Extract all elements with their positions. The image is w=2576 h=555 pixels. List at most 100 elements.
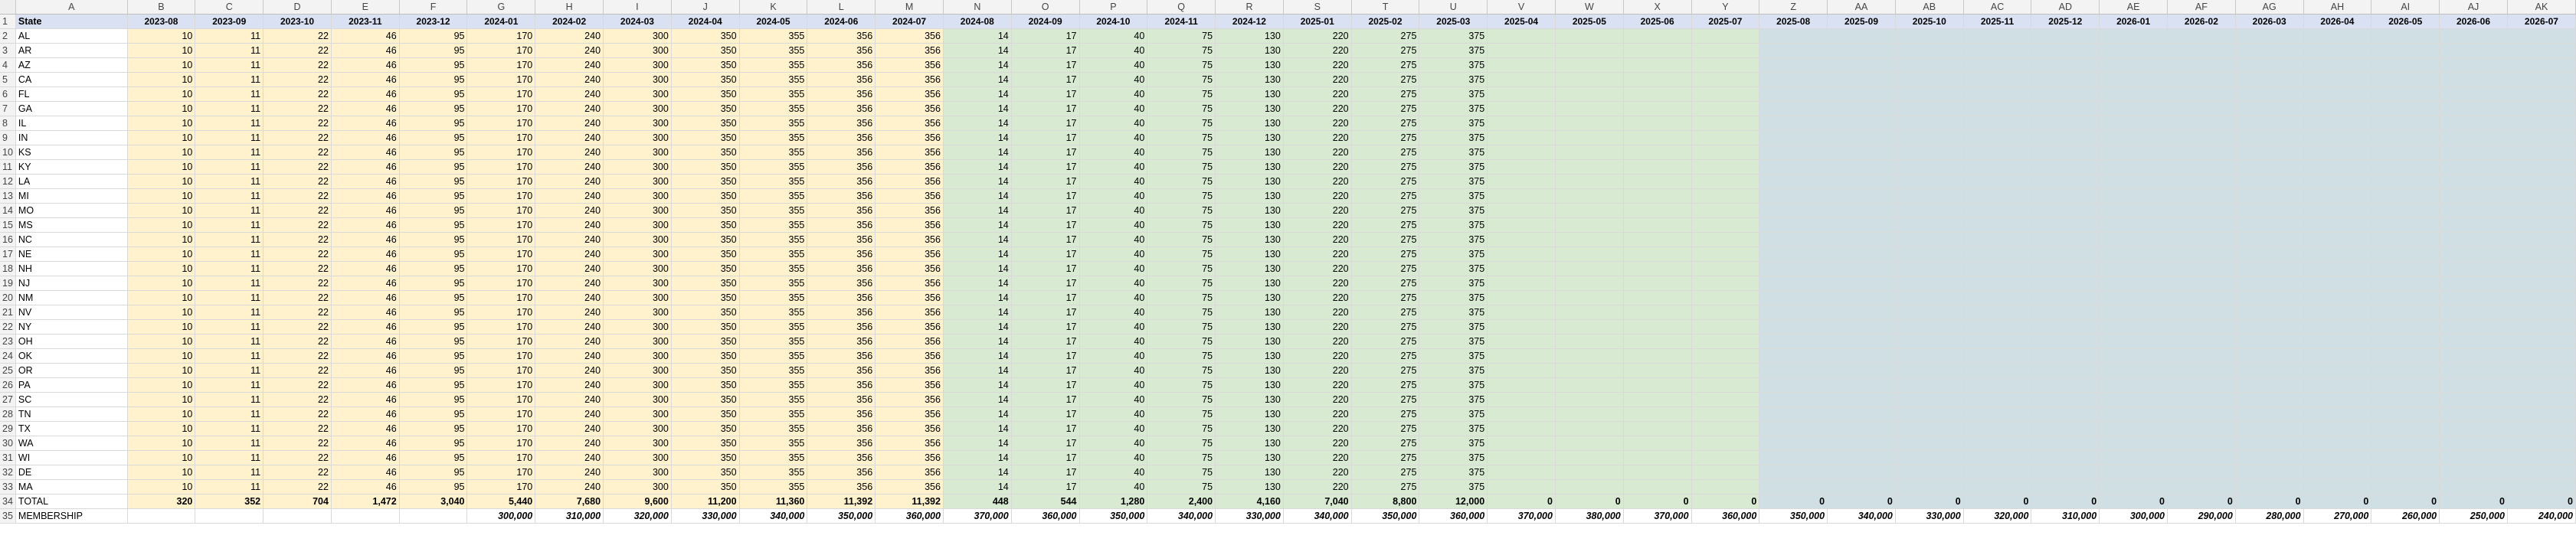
value-cell[interactable]: 240 <box>535 116 604 132</box>
value-cell[interactable]: 356 <box>807 377 876 393</box>
value-cell[interactable]: 95 <box>399 28 468 44</box>
value-cell[interactable]: 46 <box>331 421 400 437</box>
value-cell[interactable]: 95 <box>399 276 468 292</box>
value-cell[interactable] <box>2235 421 2304 437</box>
value-cell[interactable] <box>1895 276 1964 292</box>
value-cell[interactable]: 356 <box>875 276 944 292</box>
value-cell[interactable] <box>2099 436 2168 452</box>
state-cell[interactable]: DE <box>15 465 128 481</box>
total-value-cell[interactable]: 0 <box>2235 494 2304 510</box>
value-cell[interactable]: 17 <box>1011 261 1080 277</box>
value-cell[interactable]: 14 <box>943 436 1012 452</box>
value-cell[interactable] <box>2507 392 2576 408</box>
value-cell[interactable] <box>2439 188 2508 204</box>
column-header-x[interactable]: X <box>1623 0 1692 15</box>
value-cell[interactable]: 10 <box>127 334 196 350</box>
value-cell[interactable] <box>1487 232 1556 248</box>
value-cell[interactable] <box>2439 290 2508 306</box>
value-cell[interactable] <box>2167 406 2236 423</box>
value-cell[interactable]: 95 <box>399 406 468 423</box>
value-cell[interactable] <box>1487 465 1556 481</box>
value-cell[interactable]: 40 <box>1079 246 1148 263</box>
value-cell[interactable]: 356 <box>875 28 944 44</box>
value-cell[interactable]: 170 <box>466 188 536 204</box>
value-cell[interactable] <box>1963 348 2032 364</box>
value-cell[interactable] <box>2235 377 2304 393</box>
value-cell[interactable] <box>1759 87 1828 103</box>
value-cell[interactable] <box>2235 305 2304 321</box>
total-value-cell[interactable]: 2,400 <box>1147 494 1216 510</box>
value-cell[interactable] <box>1963 392 2032 408</box>
value-cell[interactable] <box>2507 290 2576 306</box>
value-cell[interactable] <box>1759 421 1828 437</box>
state-cell[interactable]: MI <box>15 188 128 204</box>
value-cell[interactable]: 22 <box>263 276 332 292</box>
value-cell[interactable]: 350 <box>671 319 740 335</box>
value-cell[interactable]: 40 <box>1079 319 1148 335</box>
membership-value-cell[interactable]: 340,000 <box>1147 508 1216 524</box>
value-cell[interactable] <box>1827 348 1896 364</box>
value-cell[interactable]: 220 <box>1283 406 1352 423</box>
value-cell[interactable] <box>1963 305 2032 321</box>
value-cell[interactable] <box>1759 174 1828 190</box>
value-cell[interactable]: 75 <box>1147 188 1216 204</box>
value-cell[interactable]: 356 <box>807 465 876 481</box>
value-cell[interactable]: 40 <box>1079 145 1148 161</box>
value-cell[interactable] <box>2031 334 2100 350</box>
period-header-cell[interactable]: 2026-05 <box>2371 14 2440 30</box>
value-cell[interactable] <box>2031 232 2100 248</box>
value-cell[interactable]: 375 <box>1419 145 1488 161</box>
value-cell[interactable]: 10 <box>127 188 196 204</box>
value-cell[interactable] <box>2303 465 2372 481</box>
column-header-u[interactable]: U <box>1419 0 1488 15</box>
value-cell[interactable]: 356 <box>875 246 944 263</box>
value-cell[interactable]: 355 <box>739 232 808 248</box>
value-cell[interactable] <box>1623 450 1692 466</box>
state-cell[interactable]: TX <box>15 421 128 437</box>
value-cell[interactable] <box>2167 276 2236 292</box>
value-cell[interactable]: 356 <box>807 232 876 248</box>
value-cell[interactable]: 75 <box>1147 465 1216 481</box>
value-cell[interactable] <box>2303 261 2372 277</box>
value-cell[interactable]: 300 <box>603 465 672 481</box>
value-cell[interactable] <box>2507 305 2576 321</box>
value-cell[interactable] <box>1487 421 1556 437</box>
value-cell[interactable] <box>2235 363 2304 379</box>
value-cell[interactable] <box>2303 290 2372 306</box>
period-header-cell[interactable]: 2025-04 <box>1487 14 1556 30</box>
value-cell[interactable]: 375 <box>1419 363 1488 379</box>
value-cell[interactable]: 240 <box>535 159 604 175</box>
value-cell[interactable]: 375 <box>1419 57 1488 73</box>
value-cell[interactable] <box>1759 246 1828 263</box>
value-cell[interactable]: 95 <box>399 479 468 495</box>
total-value-cell[interactable]: 11,200 <box>671 494 740 510</box>
total-value-cell[interactable]: 8,800 <box>1351 494 1420 510</box>
value-cell[interactable]: 275 <box>1351 276 1420 292</box>
state-cell[interactable]: MS <box>15 217 128 233</box>
value-cell[interactable] <box>1895 116 1964 132</box>
value-cell[interactable]: 356 <box>807 406 876 423</box>
value-cell[interactable] <box>2031 188 2100 204</box>
value-cell[interactable]: 40 <box>1079 392 1148 408</box>
value-cell[interactable] <box>2507 421 2576 437</box>
membership-label-cell[interactable]: MEMBERSHIP <box>15 508 128 524</box>
value-cell[interactable]: 275 <box>1351 436 1420 452</box>
value-cell[interactable] <box>2031 159 2100 175</box>
value-cell[interactable] <box>1487 130 1556 146</box>
value-cell[interactable] <box>2303 421 2372 437</box>
value-cell[interactable] <box>1487 305 1556 321</box>
value-cell[interactable]: 356 <box>807 159 876 175</box>
value-cell[interactable] <box>1963 174 2032 190</box>
total-value-cell[interactable]: 0 <box>2507 494 2576 510</box>
value-cell[interactable] <box>2439 465 2508 481</box>
value-cell[interactable] <box>2167 130 2236 146</box>
value-cell[interactable]: 240 <box>535 101 604 117</box>
value-cell[interactable]: 11 <box>195 43 264 59</box>
value-cell[interactable]: 40 <box>1079 377 1148 393</box>
value-cell[interactable]: 130 <box>1215 145 1284 161</box>
value-cell[interactable]: 10 <box>127 232 196 248</box>
value-cell[interactable]: 46 <box>331 232 400 248</box>
value-cell[interactable] <box>1555 232 1624 248</box>
value-cell[interactable]: 17 <box>1011 246 1080 263</box>
value-cell[interactable]: 220 <box>1283 261 1352 277</box>
